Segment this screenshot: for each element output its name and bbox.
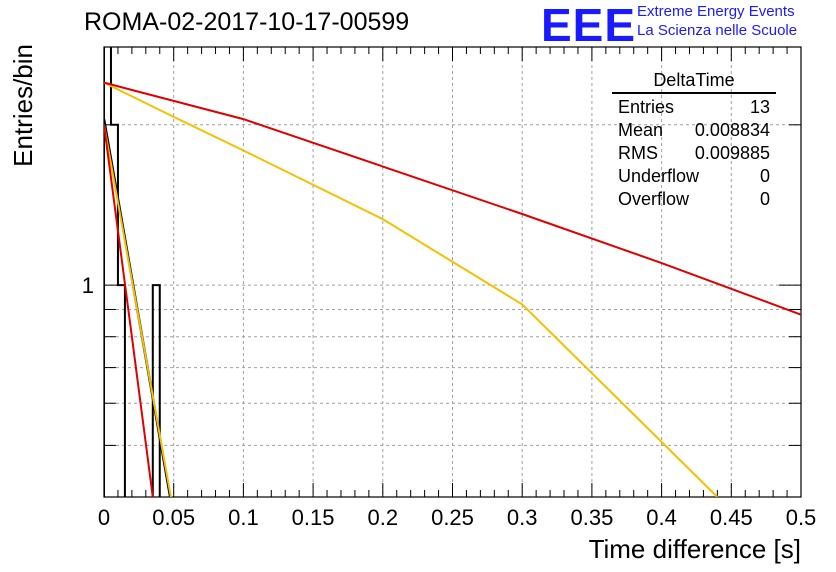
- histogram-outline: [104, 47, 161, 497]
- x-tick-label: 0.45: [710, 505, 753, 530]
- stats-label: Entries: [618, 97, 675, 117]
- logo-line-2: La Scienza nelle Scuole: [637, 22, 798, 39]
- x-tick-label: 0.15: [292, 505, 335, 530]
- x-tick-label: 0.05: [152, 505, 195, 530]
- stats-value: 0: [759, 166, 770, 186]
- run-title: ROMA-02-2017-10-17-00599: [84, 8, 410, 36]
- stats-row-mean: Mean 0.008834: [612, 120, 776, 143]
- x-tick-label: 0.4: [646, 505, 677, 530]
- x-tick-label: 0.35: [570, 505, 613, 530]
- stats-row-entries: Entries 13: [612, 97, 776, 120]
- stats-label: Overflow: [618, 189, 690, 209]
- fit-curve-yellow: [104, 81, 719, 497]
- stats-title: DeltaTime: [612, 70, 776, 94]
- x-tick-label: 0.1: [228, 505, 259, 530]
- fit-curve-red: [104, 81, 801, 316]
- stats-row-rms: RMS 0.009885: [612, 143, 776, 166]
- stats-row-underflow: Underflow 0: [612, 166, 776, 189]
- eee-logo: EEE: [541, 0, 637, 51]
- stats-row-overflow: Overflow 0: [612, 189, 776, 212]
- logo-line-1: Extreme Energy Events: [637, 3, 795, 20]
- x-tick-label: 0: [98, 505, 110, 530]
- x-tick-label: 0.5: [786, 505, 817, 530]
- x-tick-label: 0.3: [507, 505, 538, 530]
- stats-value: 0: [759, 189, 770, 209]
- x-tick-label: 0.25: [431, 505, 474, 530]
- x-axis-label: Time difference [s]: [589, 534, 801, 564]
- stats-value: 13: [749, 97, 770, 117]
- fit-curve-red: [104, 124, 154, 497]
- stats-box: DeltaTime Entries 13 Mean 0.008834 RMS 0…: [612, 70, 776, 212]
- fit-curve-yellow: [104, 124, 172, 497]
- stats-label: Mean: [618, 120, 664, 140]
- y-axis-label: Entries/bin: [8, 44, 38, 167]
- x-tick-label: 0.2: [368, 505, 399, 530]
- stats-value: 0.008834: [694, 120, 770, 140]
- stats-value: 0.009885: [694, 143, 770, 163]
- stats-label: RMS: [618, 143, 658, 163]
- y-tick-label: 1: [82, 273, 94, 298]
- stats-label: Underflow: [618, 166, 700, 186]
